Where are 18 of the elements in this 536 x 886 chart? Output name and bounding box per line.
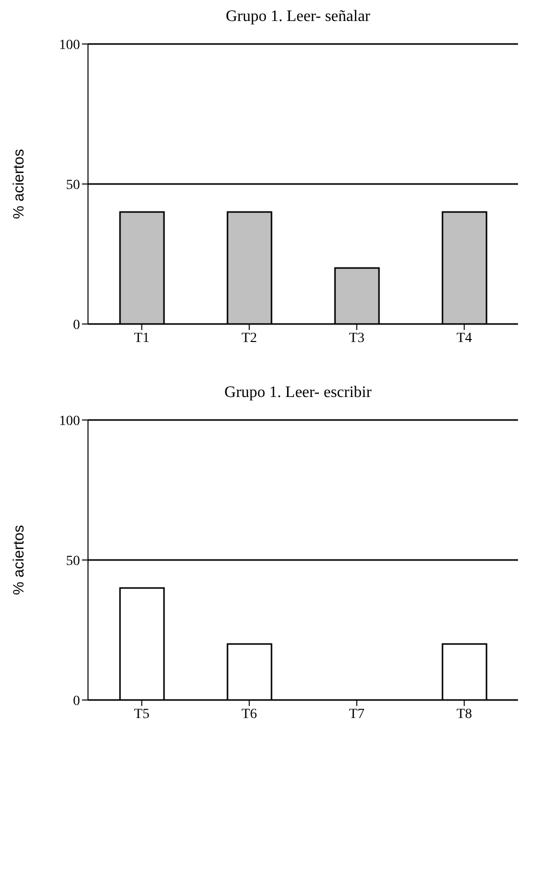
chart-title: Grupo 1. Leer- escribir bbox=[223, 384, 373, 403]
x-tick-label: T4 bbox=[456, 330, 472, 346]
chart-title: Grupo 1. Leer- señalar bbox=[224, 8, 372, 27]
x-tick-label: T2 bbox=[241, 330, 258, 346]
x-tick-label: T5 bbox=[134, 706, 150, 722]
x-tick-label: T6 bbox=[241, 706, 258, 722]
x-tick-label: T7 bbox=[348, 706, 365, 722]
y-tick-label: 100 bbox=[59, 414, 80, 429]
y-tick-label: 50 bbox=[66, 178, 80, 193]
x-tick-label: T1 bbox=[134, 330, 150, 346]
y-tick-label: 0 bbox=[73, 694, 80, 709]
y-tick-label: 50 bbox=[66, 554, 80, 569]
y-tick-label: 0 bbox=[73, 318, 80, 333]
x-tick-label: T3 bbox=[348, 330, 365, 346]
y-axis-title: % aciertos bbox=[10, 148, 28, 220]
x-tick-label: T8 bbox=[456, 706, 472, 722]
y-axis-title: % aciertos bbox=[10, 524, 28, 596]
y-tick-label: 100 bbox=[59, 38, 80, 53]
